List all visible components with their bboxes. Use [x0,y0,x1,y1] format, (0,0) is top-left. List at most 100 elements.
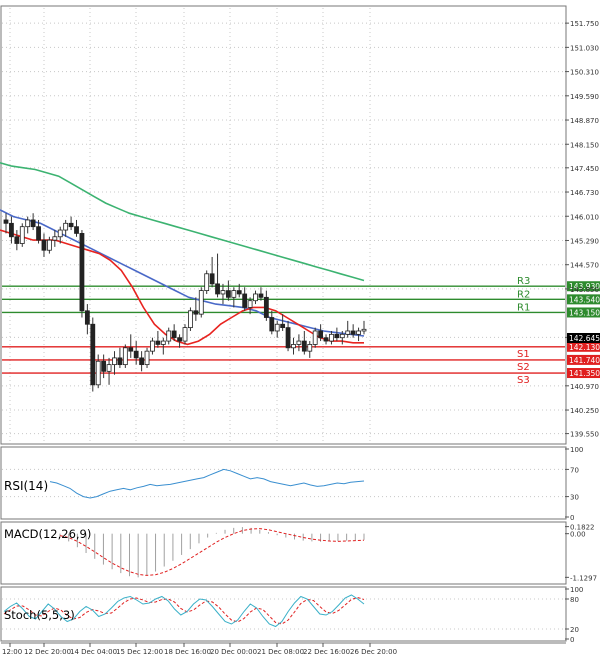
price-tick-label: 146.730 [570,189,599,197]
candle-body [36,226,41,241]
time-tick-label: 12:00 [2,648,22,656]
level-value-r3: 143.930 [569,282,600,291]
current-price-label: 142.645 [569,334,600,343]
level-name-r1: R1 [517,302,530,313]
candle-body [236,290,242,295]
time-tick-label: 26 Dec 20:00 [350,648,397,656]
rsi-panel: 100 70 30 0 RSI(14) [0,446,583,522]
candle-body [269,317,275,332]
candle-body [133,350,139,359]
candle-body [68,222,74,228]
rsi-label: RSI(14) [4,479,48,493]
level-name-r2: R2 [517,289,530,300]
candle-body [209,273,215,285]
stoch-d-line [3,596,365,625]
candle-body [334,333,340,339]
candle-body [296,340,302,345]
candle-body [14,236,20,244]
candle-body [198,290,204,315]
macd-tick-label: -1.1297 [570,574,597,582]
candle-body [285,327,291,349]
price-tick-label: 146.010 [570,213,599,221]
candle-body [263,296,269,318]
candle-body [117,357,123,366]
candle-body [30,219,36,228]
candle-body [356,330,361,335]
candle-body [25,219,31,228]
candle-body [258,293,264,298]
candle-body [345,330,351,335]
level-name-s2: S2 [517,362,530,373]
rsi-tick-label: 30 [570,494,579,502]
candle-body [274,323,280,332]
candle-body [242,293,248,308]
level-tag-r3 [567,281,600,292]
level-value-s3: 141.350 [569,369,600,378]
candle-body [253,293,258,302]
candle-body [112,357,117,366]
candle-body [144,350,150,366]
candle-body [3,219,9,224]
candle-body [361,328,367,332]
candle-body [166,330,172,342]
stoch-tick-label: 100 [570,586,583,594]
price-tick-label: 139.550 [570,431,599,439]
candle-body [128,347,134,352]
pivot-levels: R3 143.930 R2 143.540 R1 143.150 S1 142.130 S2 14… [2,276,600,386]
candle-body [188,310,193,329]
price-tick-label: 150.310 [570,69,599,77]
candle-body [9,222,14,238]
candle-body [215,283,220,295]
candle-body [350,330,356,335]
stoch-panel: 100 80 20 0 Stoch(5,5,3) [0,586,583,644]
level-value-r2: 143.540 [569,295,600,304]
candle-body [225,290,231,298]
time-tick-label: 22 Dec 16:00 [303,648,350,656]
candle-body [291,344,296,349]
rsi-tick-label: 70 [570,466,579,474]
candle-body [307,344,313,352]
time-tick-label: 18 Dec 16:00 [164,648,211,656]
level-tag-r2 [567,294,600,305]
level-tag-s2 [567,354,600,365]
candle-body [171,330,177,339]
price-tick-label: 145.290 [570,237,599,245]
candle-body [193,310,199,315]
time-tick-label: 20 Dec 00:00 [210,648,257,656]
candle-body [101,360,107,372]
candle-body [41,239,47,251]
ma-green-line [0,162,365,282]
candle-body [182,327,188,342]
candle-body [63,222,69,231]
rsi-tick-label: 0 [570,514,574,522]
macd-label: MACD(12,26,9) [4,527,91,541]
candle-body [220,290,226,295]
candle-body [122,347,128,366]
level-name-s1: S1 [517,349,530,360]
candle-body [84,310,90,325]
stoch-tick-label: 80 [570,596,579,604]
candle-body [106,364,112,372]
price-tick-label: 149.590 [570,93,599,101]
current-price-tag: 142.645 [567,333,600,343]
candles [3,213,367,392]
price-tick-label: 140.250 [570,407,599,415]
candle-body [57,229,63,238]
candle-body [160,340,166,345]
level-name-r3: R3 [517,276,530,287]
candle-body [318,330,324,339]
rsi-tick-label: 100 [570,446,583,454]
candle-body [280,323,286,329]
time-tick-label: 14 Dec 04:00 [70,648,117,656]
candle-body [231,290,237,298]
candle-body [95,360,101,386]
candle-body [247,300,253,308]
level-value-s2: 141.740 [569,356,600,365]
candle-body [150,340,155,352]
level-value-r1: 143.150 [569,308,600,317]
candle-body [177,337,182,342]
candle-body [19,226,25,244]
level-name-s3: S3 [517,375,530,386]
